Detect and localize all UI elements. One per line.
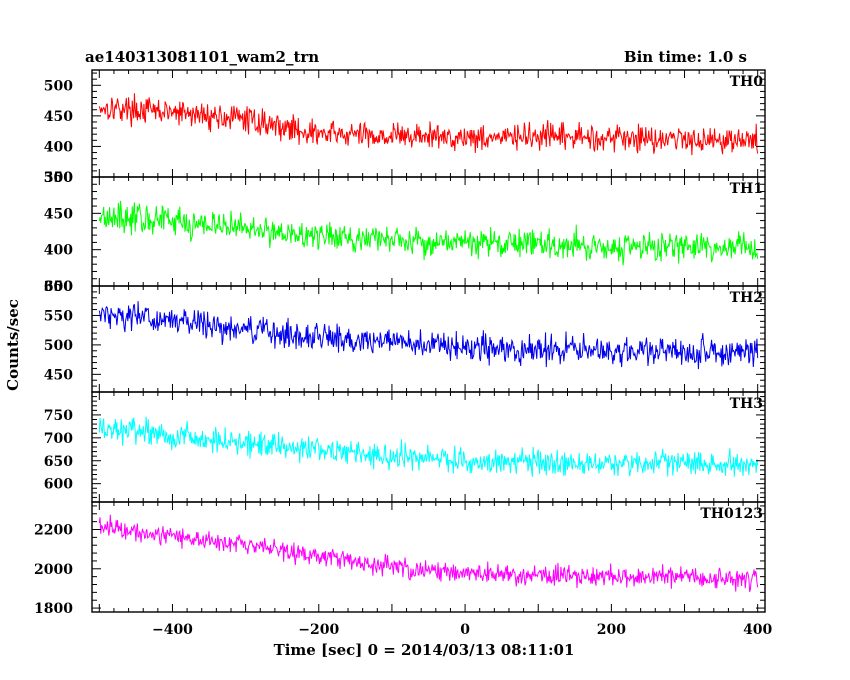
panel-label-th3: TH3: [730, 396, 763, 412]
series-th2-line: [98, 301, 759, 370]
observation-id: ae140313081101_wam2_trn: [85, 48, 319, 66]
y-tick-label: 2000: [34, 562, 73, 578]
y-tick-label: 550: [44, 308, 73, 324]
y-tick-label-top: 500: [44, 170, 73, 186]
y-tick-label: 450: [44, 206, 73, 222]
panels-group: 400450500350TH0400450350500TH14505005506…: [34, 69, 766, 617]
series-th3-line: [98, 416, 759, 477]
panel-th3: 600 650 700 750 TH3: [44, 391, 766, 503]
y-tick-label: 500: [44, 78, 73, 94]
y-tick-label: 2200: [34, 523, 73, 539]
y-tick-label-top: 600: [44, 279, 73, 295]
x-tick-label: −400: [152, 622, 193, 638]
panel-th0123: 1800 2000 2200 TH0123: [34, 501, 766, 617]
x-tick-label: 200: [597, 622, 626, 638]
y-tick-label: 400: [44, 139, 73, 155]
panel-label-th0: TH0: [730, 74, 764, 90]
y-tick-label: 600: [44, 477, 73, 493]
panel-label-th0123: TH0123: [700, 506, 763, 522]
y-tick-label: 650: [44, 454, 73, 470]
series-th0123-line: [98, 514, 759, 592]
y-tick-label-floor: 350: [44, 170, 73, 186]
series-th1-line: [98, 200, 759, 266]
panel-frame: [91, 501, 766, 613]
bin-time-label: Bin time: 1.0 s: [624, 48, 747, 66]
x-tick-label: −200: [298, 622, 339, 638]
y-axis-title: Counts/sec: [4, 299, 22, 391]
panel-frame: [91, 69, 766, 178]
x-axis: −400 −200 0 200 400: [152, 622, 773, 638]
x-tick-label: 400: [743, 622, 772, 638]
y-tick-label: 700: [44, 431, 73, 447]
y-tick-label: 500: [44, 338, 73, 354]
x-tick-label: 0: [460, 622, 470, 638]
series-th0-line: [98, 93, 759, 156]
y-tick-label-floor: 350: [44, 279, 73, 295]
panel-th2: 450 500 550 600 TH2: [44, 279, 766, 393]
y-tick-label: 1800: [34, 601, 73, 617]
y-tick-label: 750: [44, 408, 73, 424]
panel-frame: [91, 285, 766, 393]
panel-frame: [91, 391, 766, 503]
y-tick-label: 450: [44, 109, 73, 125]
panel-label-th1: TH1: [730, 181, 763, 197]
y-tick-label: 400: [44, 243, 73, 259]
x-axis-title: Time [sec] 0 = 2014/03/13 08:11:01: [274, 641, 575, 659]
panel-label-th2: TH2: [730, 290, 763, 306]
y-tick-label: 450: [44, 367, 73, 383]
